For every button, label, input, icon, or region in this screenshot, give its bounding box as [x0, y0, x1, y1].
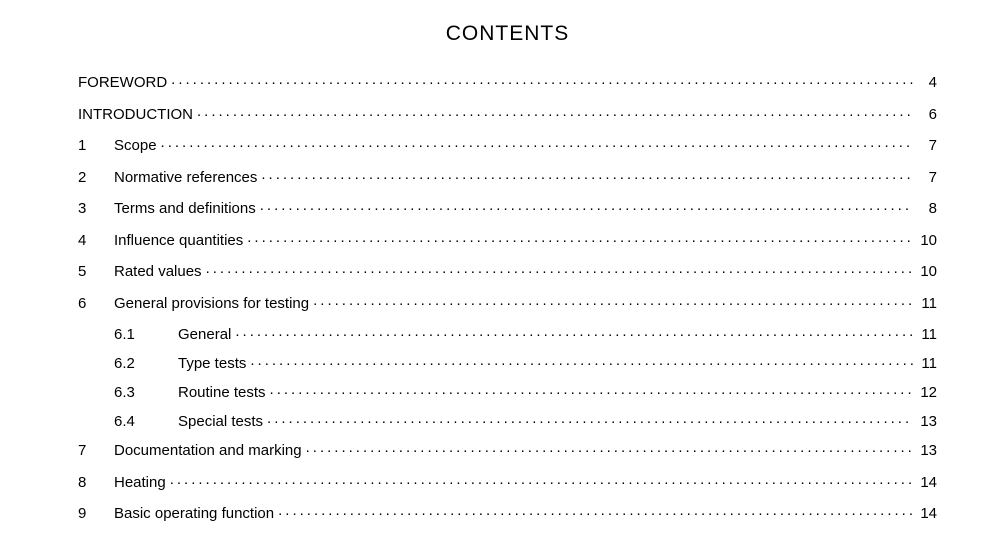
- toc-subsection-number: 6.3: [78, 385, 178, 400]
- toc-leader: [247, 230, 913, 245]
- toc-entry: 3 Terms and definitions 8: [78, 198, 937, 216]
- toc-label: Type tests: [178, 356, 250, 371]
- toc-leader: [161, 135, 913, 150]
- toc-label: Normative references: [114, 170, 261, 185]
- toc-list: FOREWORD 4 INTRODUCTION 6 1 Scope 7 2 No…: [78, 72, 937, 521]
- toc-subentry: 6.1 General 11: [78, 324, 937, 342]
- toc-page-number: 11: [913, 356, 937, 371]
- toc-page-number: 14: [913, 475, 937, 490]
- toc-label: Documentation and marking: [114, 443, 306, 458]
- toc-page-number: 13: [913, 414, 937, 429]
- toc-entry: 6 General provisions for testing 11: [78, 293, 937, 311]
- toc-leader: [306, 440, 913, 455]
- toc-page-number: 12: [913, 385, 937, 400]
- toc-page-number: 11: [913, 296, 937, 311]
- toc-label: Heating: [114, 475, 170, 490]
- toc-entry: 1 Scope 7: [78, 135, 937, 153]
- toc-leader: [250, 353, 913, 368]
- toc-section-number: 5: [78, 264, 114, 279]
- toc-section-number: 1: [78, 138, 114, 153]
- toc-label: Routine tests: [178, 385, 270, 400]
- toc-label: Special tests: [178, 414, 267, 429]
- toc-page: CONTENTS FOREWORD 4 INTRODUCTION 6 1 Sco…: [0, 0, 1007, 521]
- toc-entry: 2 Normative references 7: [78, 167, 937, 185]
- toc-page-number: 8: [913, 201, 937, 216]
- toc-entry: 5 Rated values 10: [78, 261, 937, 279]
- toc-label: Terms and definitions: [114, 201, 260, 216]
- toc-leader: [235, 324, 913, 339]
- toc-section-number: 7: [78, 443, 114, 458]
- toc-subentry: 6.2 Type tests 11: [78, 353, 937, 371]
- toc-entry: 8 Heating 14: [78, 472, 937, 490]
- toc-page-number: 14: [913, 506, 937, 521]
- toc-label: Influence quantities: [114, 233, 247, 248]
- toc-leader: [313, 293, 913, 308]
- toc-leader: [278, 503, 913, 518]
- toc-label: General: [178, 327, 235, 342]
- toc-page-number: 11: [913, 327, 937, 342]
- toc-subentry: 6.3 Routine tests 12: [78, 382, 937, 400]
- toc-page-number: 6: [913, 107, 937, 122]
- toc-leader: [270, 382, 913, 397]
- toc-section-number: 4: [78, 233, 114, 248]
- toc-entry: 7 Documentation and marking 13: [78, 440, 937, 458]
- toc-page-number: 7: [913, 170, 937, 185]
- toc-label: Basic operating function: [114, 506, 278, 521]
- toc-subsection-number: 6.1: [78, 327, 178, 342]
- toc-entry: INTRODUCTION 6: [78, 104, 937, 122]
- toc-entry: 9 Basic operating function 14: [78, 503, 937, 521]
- toc-leader: [206, 261, 913, 276]
- toc-label: Rated values: [114, 264, 206, 279]
- toc-page-number: 10: [913, 264, 937, 279]
- toc-leader: [171, 72, 913, 87]
- page-title: CONTENTS: [78, 22, 937, 46]
- toc-subsection-number: 6.2: [78, 356, 178, 371]
- toc-entry: FOREWORD 4: [78, 72, 937, 90]
- toc-subentry: 6.4 Special tests 13: [78, 411, 937, 429]
- toc-leader: [197, 104, 913, 119]
- toc-page-number: 13: [913, 443, 937, 458]
- toc-section-number: 6: [78, 296, 114, 311]
- toc-section-number: 9: [78, 506, 114, 521]
- toc-section-number: 2: [78, 170, 114, 185]
- toc-entry: 4 Influence quantities 10: [78, 230, 937, 248]
- toc-page-number: 4: [913, 75, 937, 90]
- toc-section-number: 8: [78, 475, 114, 490]
- toc-label: Scope: [114, 138, 161, 153]
- toc-label: General provisions for testing: [114, 296, 313, 311]
- toc-page-number: 10: [913, 233, 937, 248]
- toc-label: INTRODUCTION: [78, 107, 197, 122]
- toc-section-number: 3: [78, 201, 114, 216]
- toc-leader: [260, 198, 913, 213]
- toc-subsection-number: 6.4: [78, 414, 178, 429]
- toc-leader: [261, 167, 913, 182]
- toc-page-number: 7: [913, 138, 937, 153]
- toc-label: FOREWORD: [78, 75, 171, 90]
- toc-leader: [170, 472, 913, 487]
- toc-leader: [267, 411, 913, 426]
